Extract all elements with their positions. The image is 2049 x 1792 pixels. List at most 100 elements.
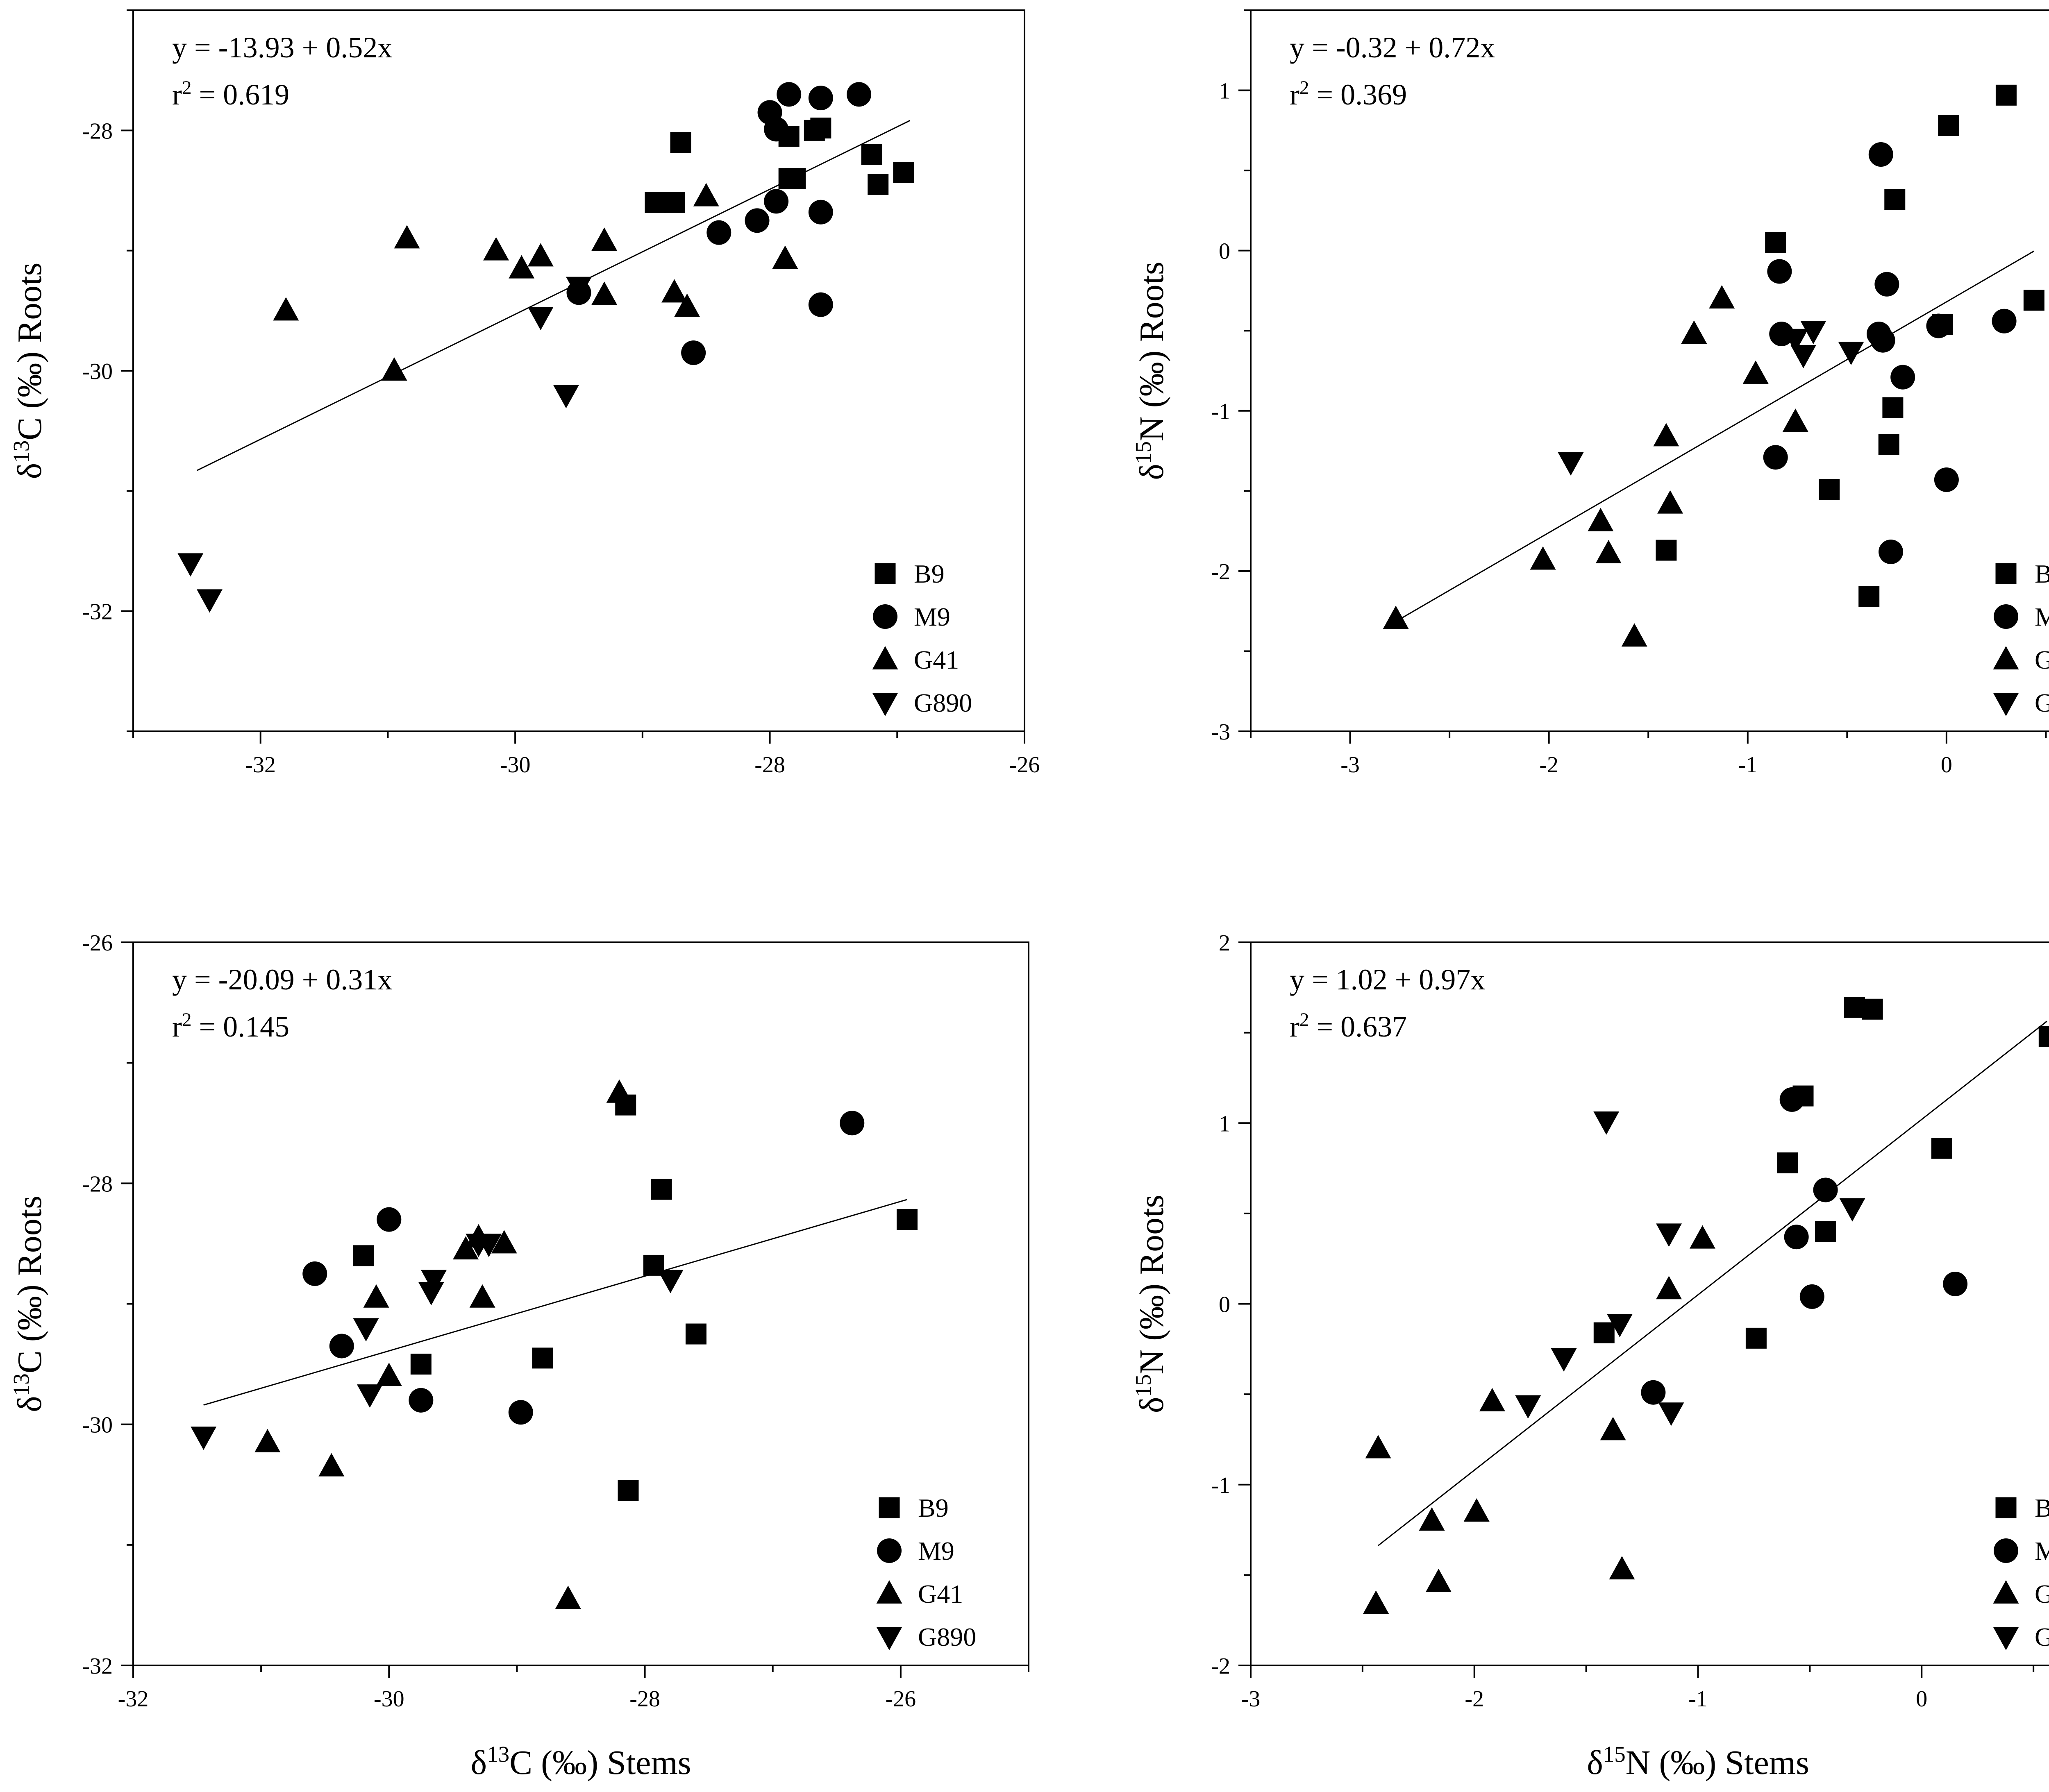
data-point-b9	[410, 1354, 432, 1375]
series-g890	[1515, 1111, 1865, 1426]
legend: B9 M9 G41 G890	[876, 1493, 976, 1651]
y-tick-label: -30	[82, 1413, 113, 1438]
y-axis-title-suffix: C (‰) Roots	[11, 1195, 49, 1373]
data-point-g41	[661, 279, 688, 303]
r-squared-value-prefix: r	[1290, 78, 1299, 111]
data-point-g890	[418, 1282, 444, 1306]
data-point-b9	[1878, 434, 1899, 455]
r-squared-value: r2 = 0.369	[1290, 77, 1407, 111]
data-point-m9	[1784, 1225, 1809, 1250]
regression-equation: y = -20.09 + 0.31x	[172, 963, 392, 996]
data-point-g41	[1681, 320, 1707, 344]
y-tick-label: -2	[1211, 559, 1230, 585]
legend-marker-m9	[1994, 1538, 2018, 1563]
legend-marker-g890	[1993, 693, 2019, 716]
data-point-b9	[893, 162, 914, 183]
series-b9	[353, 1094, 918, 1501]
data-point-g890	[196, 589, 223, 613]
data-point-g890	[1558, 452, 1584, 476]
r-squared-value-prefix: r	[172, 1010, 182, 1043]
r-squared-value: r2 = 0.637	[1290, 1009, 1407, 1043]
legend-label: M9	[914, 602, 950, 631]
r-squared-value-suffix: = 0.145	[191, 1010, 289, 1043]
x-tick-label: -3	[1340, 752, 1360, 778]
series-g41	[254, 1079, 632, 1609]
data-point-g41	[273, 297, 299, 321]
data-point-b9	[1777, 1152, 1798, 1173]
data-point-b9	[645, 192, 666, 213]
x-tick-label: 0	[1941, 752, 1952, 778]
data-point-g41	[254, 1429, 281, 1452]
chart-panel-bottom-left: -32 -30 -28 -26 -32 -30 -28 -26 y = -20.09 + 0.3…	[9, 930, 1029, 1782]
data-point-m9	[1641, 1380, 1666, 1405]
x-tick-label: -2	[1465, 1686, 1484, 1712]
data-point-m9	[745, 208, 770, 233]
x-tick-label: 0	[1916, 1686, 1927, 1712]
data-point-m9	[808, 292, 833, 317]
r-squared-value-superscript: 2	[182, 77, 192, 98]
x-tick-label: -3	[1241, 1686, 1261, 1712]
data-point-b9	[685, 1323, 706, 1345]
data-point-g41	[509, 255, 535, 279]
y-axis-title-superscript: 15	[1131, 1375, 1156, 1397]
data-point-m9	[1763, 445, 1788, 470]
data-point-m9	[1874, 272, 1899, 297]
data-point-m9	[329, 1334, 354, 1359]
data-point-m9	[764, 189, 789, 214]
data-point-g890	[1658, 1402, 1684, 1426]
y-tick-label: -32	[82, 599, 113, 625]
data-point-g41	[1656, 1276, 1682, 1300]
data-point-g41	[606, 1079, 632, 1103]
data-point-b9	[1882, 397, 1904, 418]
legend: B9 M9 G41 G890	[872, 559, 972, 717]
data-point-g41	[381, 357, 407, 381]
data-point-m9	[1943, 1271, 1968, 1296]
data-point-g41	[527, 243, 554, 267]
legend-label: G41	[914, 645, 959, 674]
data-point-g890	[1606, 1314, 1633, 1338]
legend-marker-g41	[1993, 1580, 2019, 1604]
data-point-m9	[706, 220, 731, 245]
data-point-b9	[2023, 290, 2044, 311]
x-axis-title-superscript: 15	[1603, 1742, 1626, 1767]
data-point-g890	[1800, 321, 1826, 345]
y-tick-label: -32	[82, 1654, 113, 1679]
x-tick-label: -32	[118, 1686, 149, 1712]
data-point-m9	[1992, 308, 2017, 333]
data-point-g41	[1365, 1435, 1391, 1459]
y-axis-title: δ13C (‰) Roots	[9, 1195, 49, 1412]
data-point-m9	[847, 82, 872, 107]
data-point-g41	[1653, 423, 1679, 447]
data-point-g890	[1838, 342, 1864, 365]
data-point-m9	[840, 1111, 865, 1136]
r-squared-value-suffix: = 0.369	[1309, 78, 1407, 111]
x-tick-label: -28	[629, 1686, 660, 1712]
series-m9	[566, 82, 872, 365]
data-point-m9	[808, 200, 833, 225]
y-tick-label: 0	[1219, 239, 1230, 264]
series-b9	[645, 117, 914, 213]
data-point-g41	[1782, 408, 1808, 432]
legend-label: B9	[2035, 1493, 2049, 1522]
legend-label: B9	[914, 559, 945, 588]
data-point-m9	[1779, 1087, 1804, 1112]
data-point-g41	[555, 1586, 581, 1609]
data-point-m9	[681, 340, 706, 365]
data-point-m9	[1870, 328, 1895, 353]
data-point-b9	[1862, 998, 1883, 1020]
y-axis-title: δ15N (‰) Roots	[1131, 261, 1171, 480]
regression-line	[203, 1199, 907, 1406]
data-point-m9	[1767, 259, 1792, 284]
r-squared-value-superscript: 2	[1299, 1009, 1309, 1030]
data-point-m9	[508, 1400, 533, 1425]
data-point-b9	[785, 168, 806, 189]
x-axis-title-suffix: N (‰) Stems	[1626, 1744, 1809, 1782]
y-axis-title-prefix: δ	[1133, 464, 1171, 480]
data-point-b9	[2038, 1025, 2049, 1047]
y-tick-label: 2	[1219, 930, 1230, 956]
data-point-g41	[1479, 1388, 1505, 1411]
data-point-g41	[1595, 540, 1622, 563]
series-m9	[302, 1111, 865, 1425]
data-point-g890	[553, 385, 579, 408]
x-tick-label: -2	[1539, 752, 1558, 778]
